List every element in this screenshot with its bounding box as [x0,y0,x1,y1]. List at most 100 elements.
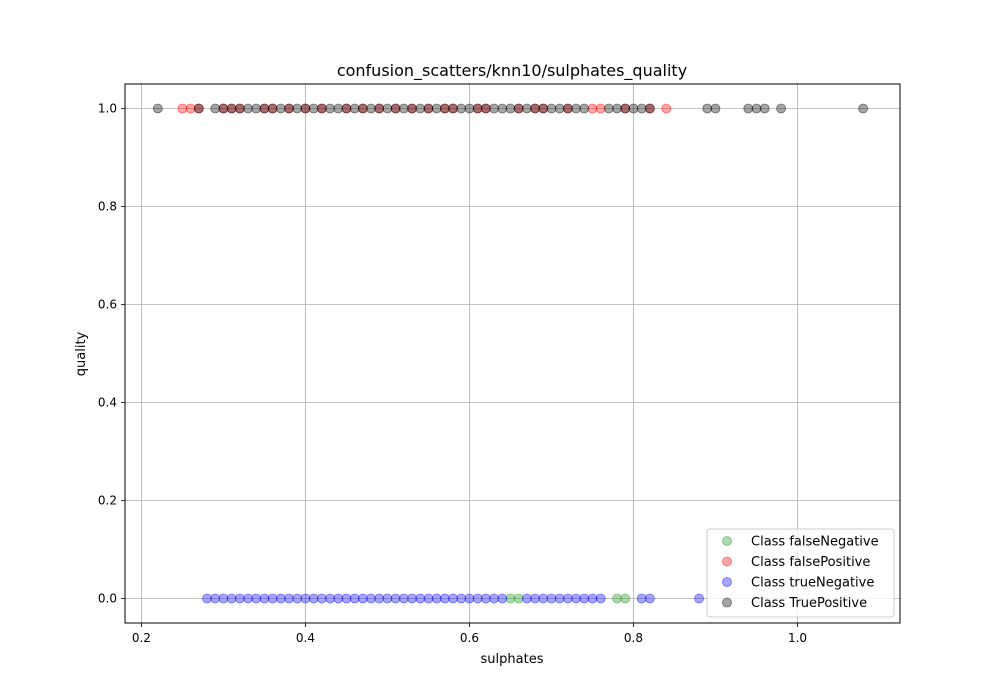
x-axis-label: sulphates [481,652,544,667]
ticks: 0.2 0.4 0.6 0.8 1.0 0.0 0.2 0.4 0.6 0.8 1.0 [98,102,807,646]
data-point [448,593,458,604]
data-point [431,593,442,604]
data-point [595,103,606,114]
data-point [513,103,524,114]
data-point [505,103,516,114]
data-point [210,593,221,604]
data-point [571,593,581,604]
data-point [562,593,573,604]
data-point [259,593,270,604]
data-point [464,593,475,604]
data-point [152,103,163,114]
data-point [243,103,253,114]
data-point [661,103,672,114]
x-tick-label: 0.8 [624,631,643,645]
legend-label: Class falseNegative [751,535,879,550]
data-point [275,103,286,114]
data-point [226,103,237,114]
y-axis-label: quality [74,331,89,376]
data-point [382,103,393,114]
data-point [612,593,622,604]
data-point [538,593,549,604]
y-tick-label: 1.0 [98,102,117,116]
data-point [226,593,237,604]
data-point [546,103,557,114]
data-point [382,593,393,604]
data-point [259,103,270,114]
data-point [439,593,450,604]
data-point [218,593,229,604]
data-point [292,593,303,604]
data-point [776,103,786,114]
data-point [275,593,286,604]
data-point [423,593,434,604]
data-point [325,103,335,114]
x-tick-label: 0.4 [296,631,315,645]
data-point [431,103,442,114]
data-point [267,103,278,114]
data-point [251,103,262,114]
legend-marker [722,597,732,608]
data-point [308,593,319,604]
data-point [858,103,868,114]
data-point [448,103,458,114]
data-point [357,103,368,114]
data-point [538,103,549,114]
data-point [472,593,483,604]
x-tick-label: 0.6 [460,631,479,645]
x-tick-label: 0.2 [132,631,151,645]
data-point [341,103,352,114]
data-point [554,593,565,604]
data-point [349,593,360,604]
data-point [234,103,245,114]
data-point [366,103,376,114]
data-point [546,593,557,604]
data-point [234,593,245,604]
legend-label: Class falsePositive [751,555,870,570]
data-point [636,103,647,114]
data-point [398,103,409,114]
data-point [472,103,483,114]
data-point [341,593,352,604]
y-tick-label: 0.8 [98,200,117,214]
data-point [612,103,622,114]
data-point [513,593,524,604]
data-point [702,103,713,114]
data-point [464,103,475,114]
data-point [300,103,311,114]
plot-frame [124,83,901,624]
data-point [628,103,639,114]
data-point [636,593,647,604]
data-point [571,103,581,114]
data-point [243,593,253,604]
data-point [292,103,303,114]
data-point [694,593,704,604]
data-point [480,103,491,114]
data-point [710,103,721,114]
data-point [530,103,540,114]
legend-label: Class trueNegative [751,576,874,591]
data-point [407,103,417,114]
y-tick-label: 0.6 [98,298,117,312]
grid [125,84,900,623]
data-point [251,593,262,604]
data-point [374,593,385,604]
data-point [480,593,491,604]
data-point [193,103,204,114]
legend-label: Class TruePositive [751,596,867,611]
data-point [398,593,409,604]
y-tick-label: 0.2 [98,494,117,508]
data-point [521,593,532,604]
legend-marker [722,536,732,546]
data-point [505,593,516,604]
data-point [579,593,590,604]
legend-box [706,528,895,618]
data-point [620,103,631,114]
data-point [218,103,229,114]
data-point [603,103,614,114]
data-point [423,103,434,114]
data-point [489,103,499,114]
data-point [751,103,762,114]
data-point [595,593,606,604]
